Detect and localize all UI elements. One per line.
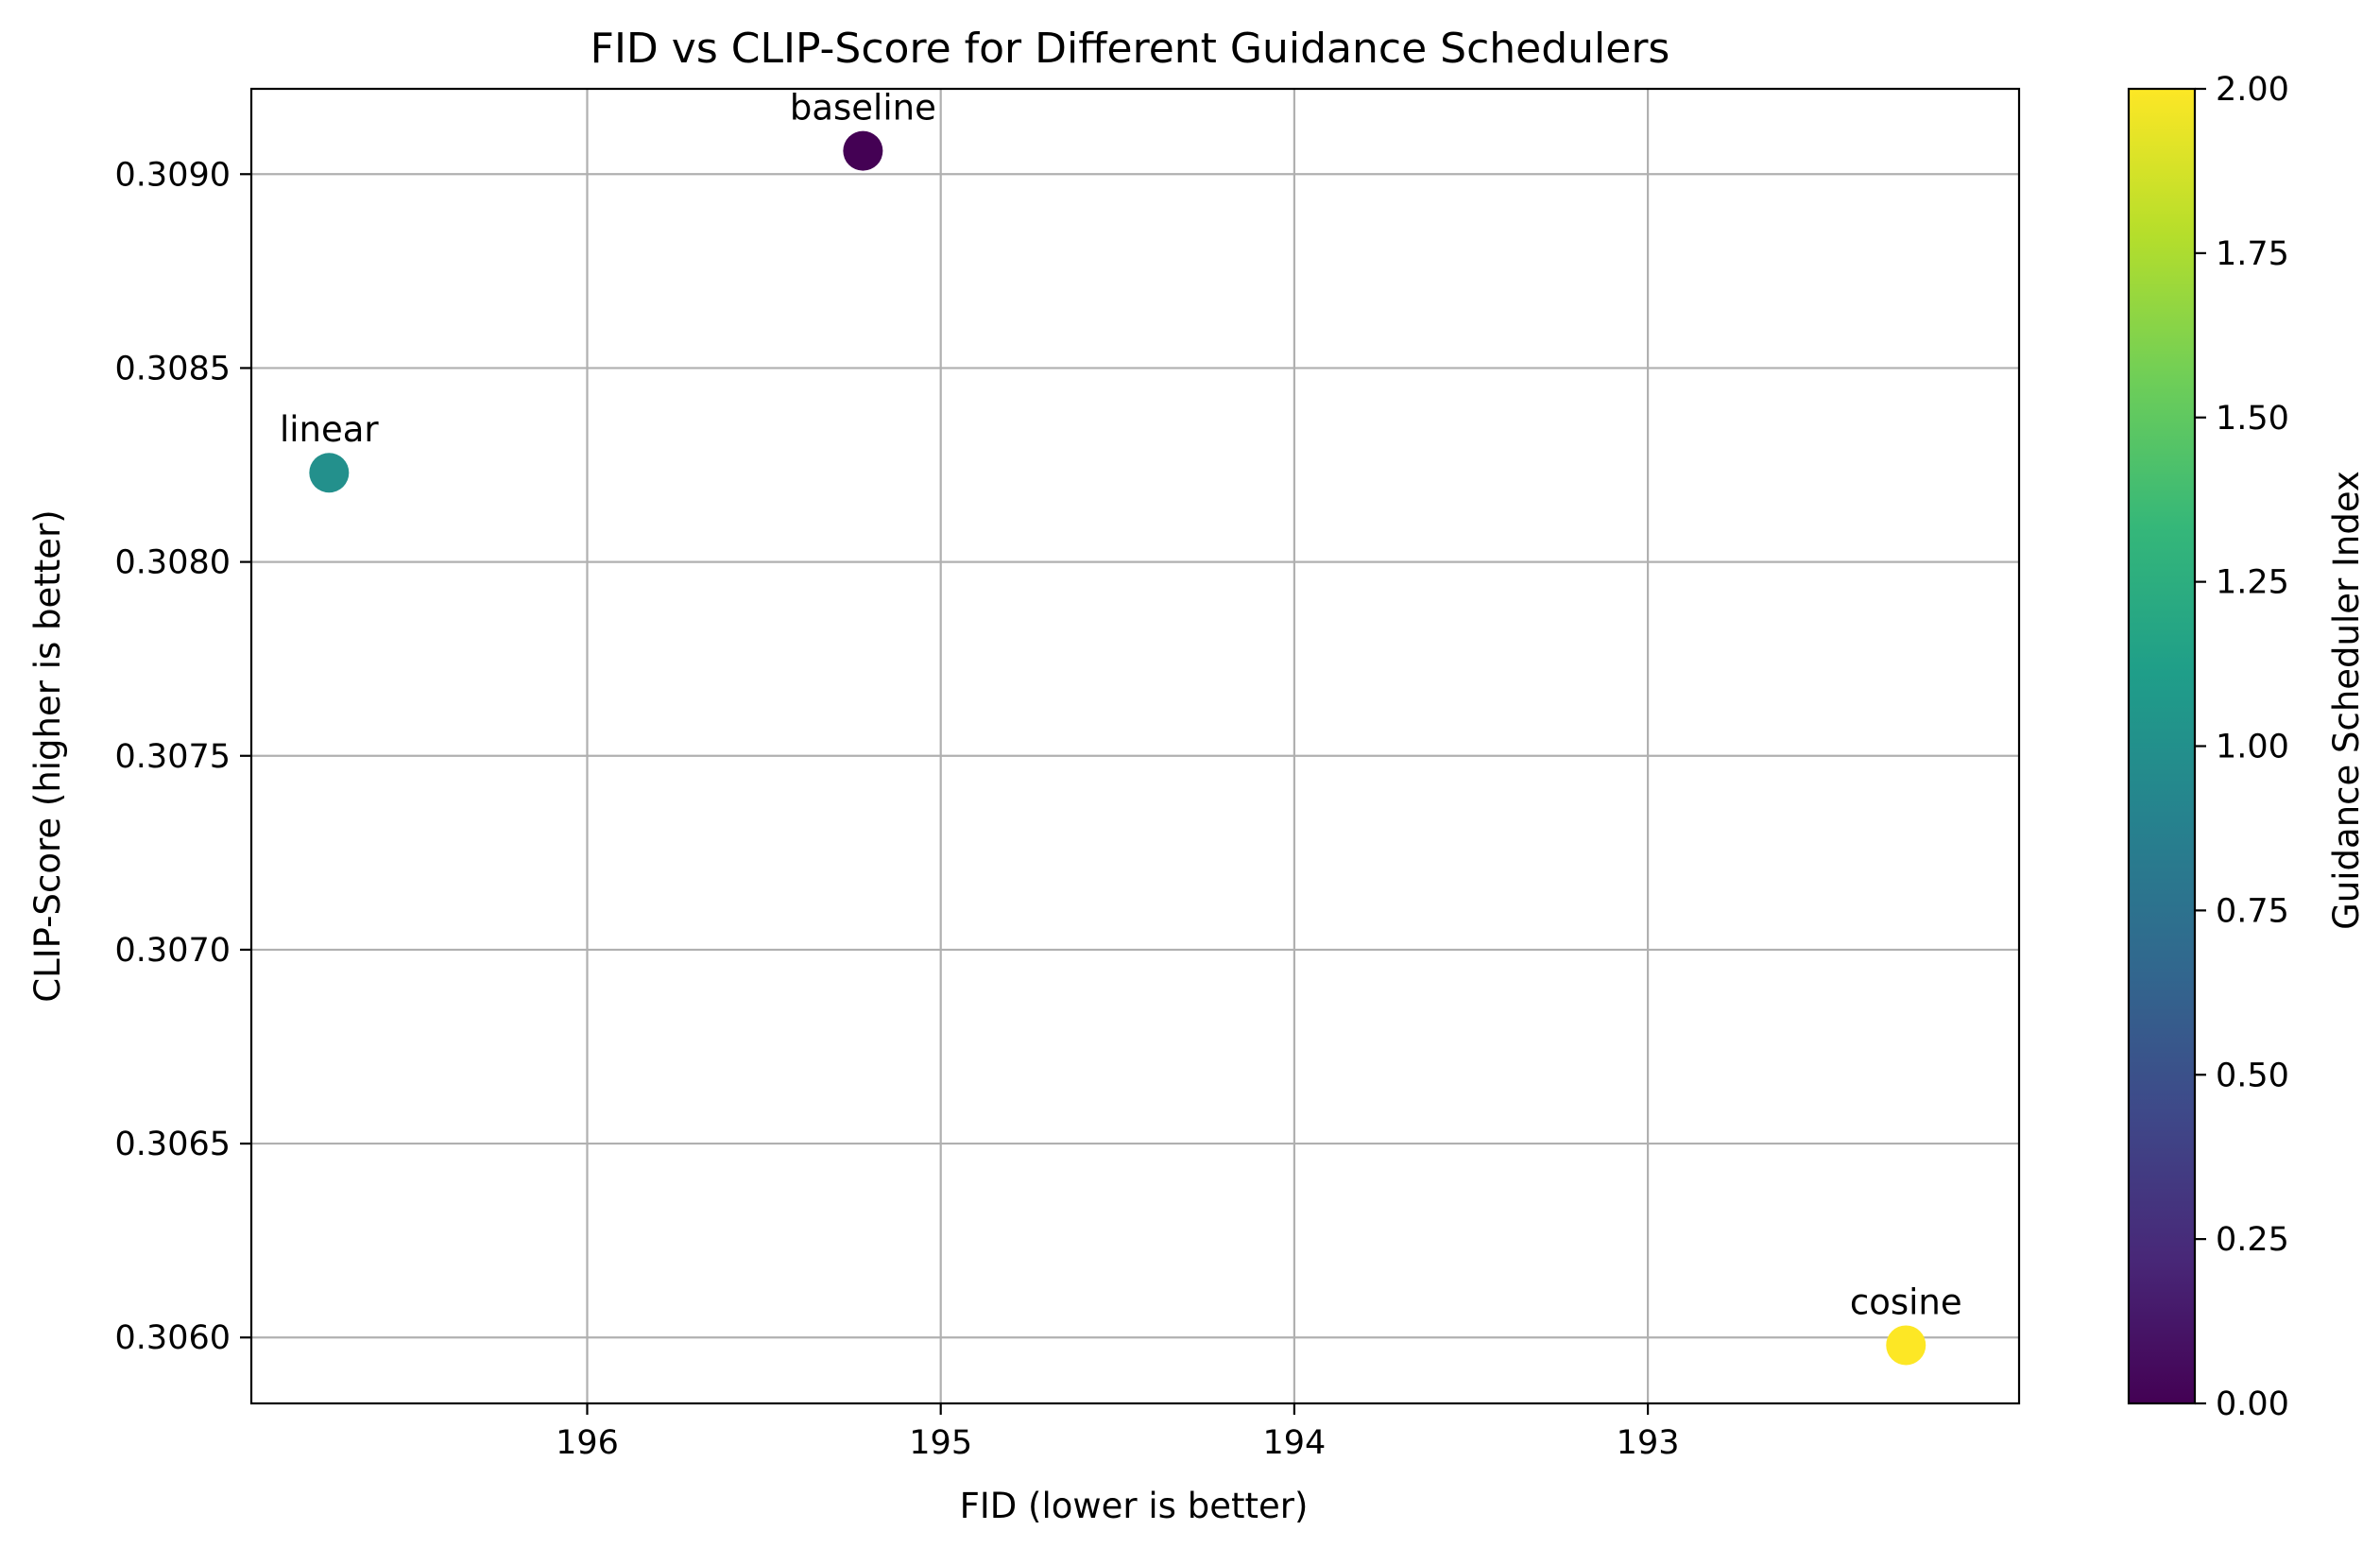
y-tick-label: 0.3070 bbox=[115, 932, 231, 970]
colorbar-tick-label: 1.00 bbox=[2216, 729, 2289, 766]
colorbar-tick-label: 1.50 bbox=[2216, 400, 2289, 438]
y-tick-label: 0.3080 bbox=[115, 544, 231, 582]
x-tick-label: 196 bbox=[556, 1424, 619, 1462]
colorbar-tick-label: 0.75 bbox=[2216, 892, 2289, 930]
y-tick-label: 0.3075 bbox=[115, 738, 231, 776]
colorbar-tick-label: 0.50 bbox=[2216, 1057, 2289, 1094]
data-point bbox=[843, 130, 883, 171]
x-axis-label: FID (lower is better) bbox=[960, 1486, 1309, 1526]
colorbar-tick-label: 0.25 bbox=[2216, 1221, 2289, 1259]
data-point-label: baseline bbox=[790, 88, 936, 129]
x-axis-ticks: 196 195 194 193 bbox=[556, 1403, 1679, 1462]
colorbar-label: Guidance Scheduler Index bbox=[2326, 471, 2367, 930]
y-tick-label: 0.3085 bbox=[115, 350, 231, 387]
y-axis-ticks: 0.3060 0.3065 0.3070 0.3075 0.3080 0.3085 0.30… bbox=[115, 156, 251, 1357]
colorbar-tick-label: 1.75 bbox=[2216, 235, 2289, 273]
colorbar-ticks: 0.00 0.25 0.50 0.75 1.00 1.25 1.50 1.75 2.00 bbox=[2195, 71, 2289, 1423]
data-points: baseline linear cosine bbox=[280, 88, 1962, 1366]
colorbar: 0.00 0.25 0.50 0.75 1.00 1.25 1.50 1.75 2.00 Gui… bbox=[2127, 71, 2367, 1423]
chart-title: FID vs CLIP-Score for Different Guidance… bbox=[591, 25, 1670, 73]
y-tick-label: 0.3090 bbox=[115, 156, 231, 194]
y-tick-label: 0.3065 bbox=[115, 1126, 231, 1163]
y-axis-label: CLIP-Score (higher is better) bbox=[27, 509, 68, 1002]
y-tick-label: 0.3060 bbox=[115, 1319, 231, 1357]
x-tick-label: 194 bbox=[1262, 1424, 1326, 1462]
data-point bbox=[1886, 1325, 1926, 1366]
colorbar-tick-label: 2.00 bbox=[2216, 71, 2289, 109]
colorbar-tick-label: 1.25 bbox=[2216, 564, 2289, 602]
data-point bbox=[309, 453, 350, 493]
data-point-label: linear bbox=[280, 409, 379, 450]
data-point-label: cosine bbox=[1850, 1281, 1962, 1322]
grid-lines bbox=[251, 89, 2019, 1403]
plot-area-frame bbox=[249, 87, 2021, 1405]
x-tick-label: 193 bbox=[1617, 1424, 1680, 1462]
colorbar-tick-label: 0.00 bbox=[2216, 1385, 2289, 1423]
x-tick-label: 195 bbox=[909, 1424, 972, 1462]
colorbar-gradient bbox=[2127, 87, 2197, 1405]
